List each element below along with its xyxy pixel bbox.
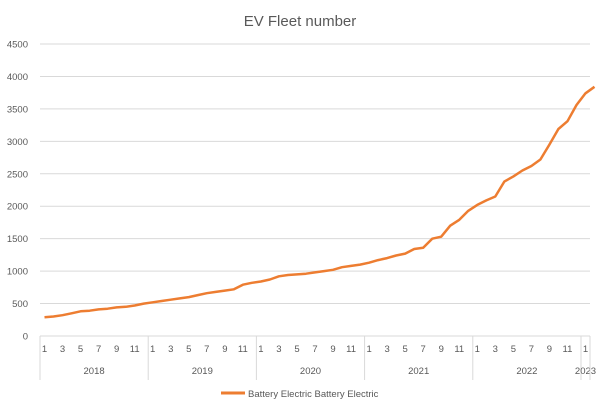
series-layer xyxy=(44,85,596,319)
y-tick-label: 4000 xyxy=(7,72,28,83)
x-tick-label: 9 xyxy=(222,344,227,355)
x-tick-label: 9 xyxy=(547,344,552,355)
x-tick-label: 5 xyxy=(294,344,299,355)
x-tick-label: 11 xyxy=(238,344,248,355)
x-tick-label: 1 xyxy=(258,344,263,355)
x-tick-label: 9 xyxy=(439,344,444,355)
x-tick-label: 5 xyxy=(186,344,191,355)
x-tick-label: 1 xyxy=(150,344,155,355)
x-tick-label: 1 xyxy=(583,344,588,355)
y-tick-label: 1500 xyxy=(7,234,28,245)
x-tick-label: 5 xyxy=(403,344,408,355)
x-tick-label: 11 xyxy=(454,344,464,355)
x-tick-label: 7 xyxy=(421,344,426,355)
x-tick-label: 9 xyxy=(330,344,335,355)
x-tick-label: 3 xyxy=(493,344,498,355)
x-tick-label: 3 xyxy=(384,344,389,355)
x-tick-label: 3 xyxy=(168,344,173,355)
chart-title: EV Fleet number xyxy=(244,13,357,30)
x-tick-label: 9 xyxy=(114,344,119,355)
y-tick-label: 3000 xyxy=(7,137,28,148)
x-tick-label: 7 xyxy=(529,344,534,355)
legend: Battery Electric Battery Electric xyxy=(221,389,379,400)
x-tick-label: 11 xyxy=(563,344,573,355)
x-tick-label: 11 xyxy=(130,344,140,355)
x-tick-label: 1 xyxy=(475,344,480,355)
year-label: 2021 xyxy=(408,366,429,377)
x-tick-label: 5 xyxy=(78,344,83,355)
y-tick-label: 2500 xyxy=(7,169,28,180)
gridlines xyxy=(40,43,590,337)
year-label: 2022 xyxy=(516,366,537,377)
y-tick-label: 1000 xyxy=(7,267,28,278)
x-tick-label: 7 xyxy=(204,344,209,355)
x-tick-label: 1 xyxy=(366,344,371,355)
y-tick-label: 0 xyxy=(23,332,28,343)
y-tick-label: 2000 xyxy=(7,202,28,213)
y-tick-label: 4500 xyxy=(7,40,28,51)
year-label: 2019 xyxy=(192,366,213,377)
series-line xyxy=(44,85,596,319)
x-tick-label: 11 xyxy=(346,344,356,355)
x-tick-label: 3 xyxy=(60,344,65,355)
legend-label: Battery Electric Battery Electric xyxy=(248,389,379,400)
x-tick-label: 3 xyxy=(276,344,281,355)
x-tick-label: 5 xyxy=(511,344,516,355)
year-label: 2018 xyxy=(84,366,105,377)
x-tick-label: 7 xyxy=(96,344,101,355)
year-label: 2023 xyxy=(575,366,596,377)
year-label: 2020 xyxy=(300,366,321,377)
y-tick-label: 3500 xyxy=(7,104,28,115)
x-tick-label: 1 xyxy=(42,344,47,355)
y-tick-label: 500 xyxy=(12,299,28,310)
y-axis: 0 500 1000 1500 2000 2500 3000 3500 4000 4500 xyxy=(7,40,28,343)
x-tick-label: 7 xyxy=(312,344,317,355)
